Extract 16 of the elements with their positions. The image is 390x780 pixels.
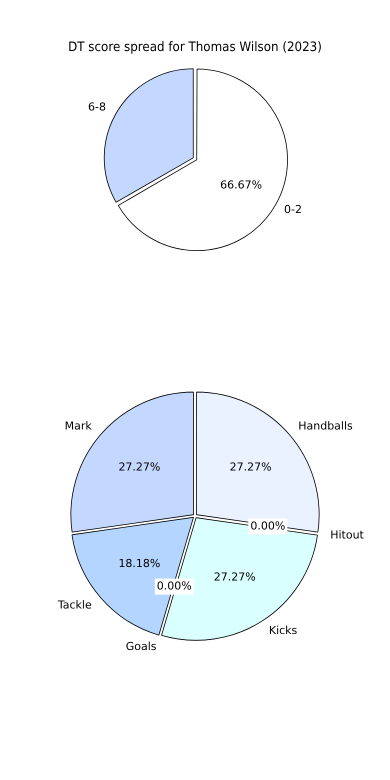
data-label: 27.27% [214,570,256,584]
slice-label: Tackle [56,598,92,612]
slice-label: 6-8 [88,100,106,114]
data-label: 27.27% [118,460,160,474]
slice-label: Mark [64,419,92,432]
data-label: 27.27% [230,460,272,474]
data-label: 66.67% [220,178,262,192]
slice-label: 0-2 [284,203,302,216]
chart-title: DT score spread for Thomas Wilson (2023) [68,38,322,54]
category-label: Hitout [330,528,364,542]
text: 0.00% [156,579,192,592]
text: 0.00% [250,519,286,532]
slice-label: Kicks [268,624,298,637]
data-label: 18.18% [118,557,160,570]
category-label: Goals [126,640,157,653]
slice-label: Handballs [298,419,354,432]
